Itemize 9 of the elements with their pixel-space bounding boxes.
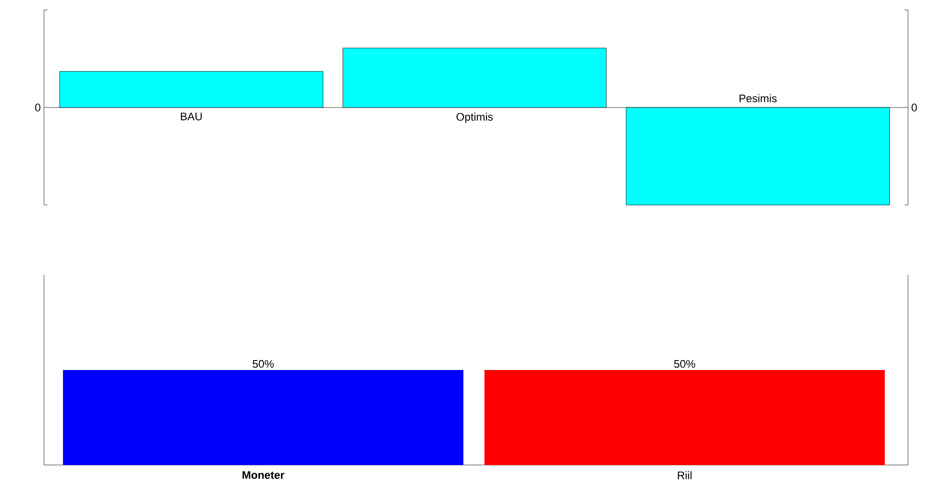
x-tick-label: Riil — [678, 471, 692, 480]
x-tick-label: BAU — [180, 112, 202, 120]
text: 0 — [35, 104, 40, 112]
x-tick-label: Pesimis — [740, 94, 777, 102]
x-tick-label: Moneter — [242, 471, 284, 479]
data-label: 50% — [674, 360, 696, 368]
data-label: 50% — [252, 360, 274, 368]
x-tick-label: Optimis — [456, 112, 493, 123]
text: 0 — [912, 104, 917, 112]
